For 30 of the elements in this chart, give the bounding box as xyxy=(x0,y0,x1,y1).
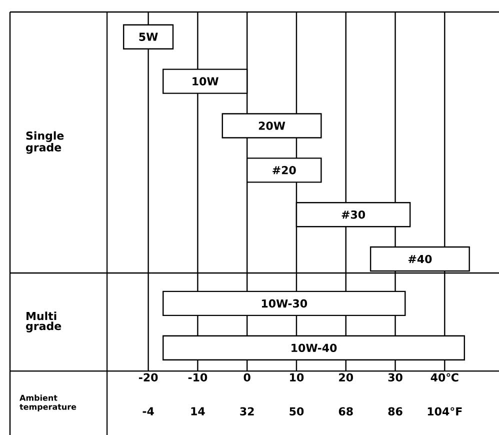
x2-tick-label: 14 xyxy=(191,407,205,416)
x-tick-label: 30 xyxy=(388,373,402,382)
x2-tick-label: 68 xyxy=(338,407,353,416)
x-tick-label: 10 xyxy=(290,373,304,382)
bar xyxy=(296,202,411,228)
x-axis-title: Ambient temperature xyxy=(20,394,76,412)
x2-tick-label: 104°F xyxy=(428,407,462,416)
bar xyxy=(246,158,322,183)
y-tick-label: #30 xyxy=(342,210,366,219)
x-tick-label: 0 xyxy=(244,373,250,382)
y-tick-label: #20 xyxy=(272,166,296,174)
y-tick-label: 10W xyxy=(192,77,218,86)
y-tick-label: 20W xyxy=(258,122,286,130)
x2-tick-label: 50 xyxy=(290,407,304,416)
bar xyxy=(162,290,406,316)
x2-tick-label: 86 xyxy=(388,407,402,416)
x-tick-label: 40℃ xyxy=(430,373,458,382)
bar xyxy=(222,113,322,138)
x-tick-label: 20 xyxy=(339,373,353,382)
annotation: Single grade xyxy=(26,131,64,154)
y-tick-label: 5W xyxy=(139,32,158,41)
annotation: Multi grade xyxy=(26,312,62,332)
x-tick-label: -20 xyxy=(138,373,158,382)
y-tick-label: #40 xyxy=(408,254,432,264)
y-tick-label: 10W-40 xyxy=(292,344,337,352)
x2-tick-label: 32 xyxy=(240,407,254,416)
x-tick-label: -10 xyxy=(188,373,208,382)
x2-tick-label: -4 xyxy=(142,407,154,416)
y-tick-label: 10W-30 xyxy=(262,299,308,308)
bar xyxy=(162,68,248,94)
